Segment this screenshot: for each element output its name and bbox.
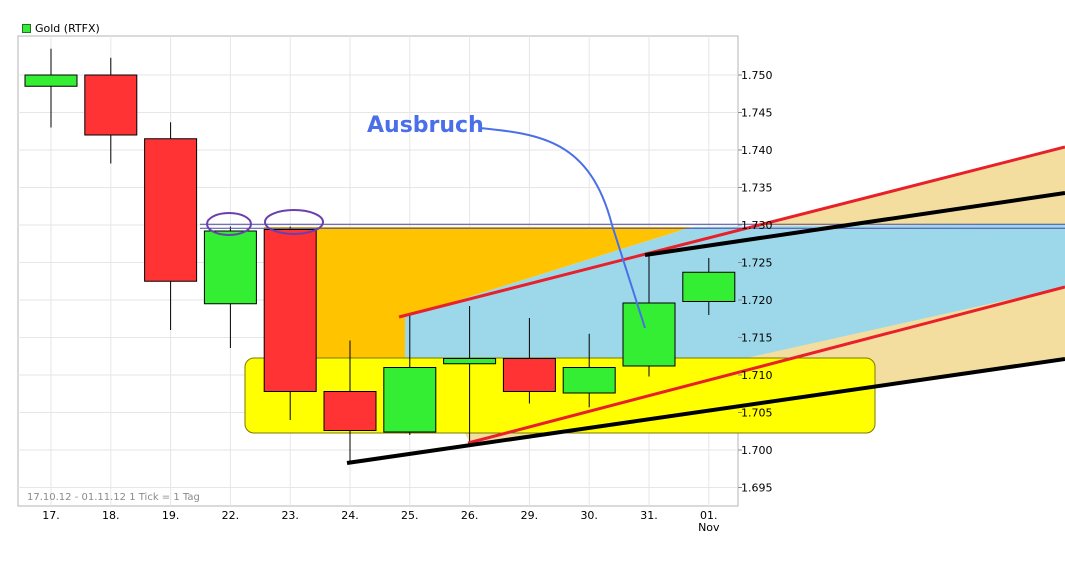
y-tick-label: 1.740 bbox=[741, 144, 773, 157]
x-tick-label: 17. bbox=[42, 509, 60, 522]
ellipse-marker-22 bbox=[206, 212, 252, 236]
candle-body bbox=[323, 391, 377, 431]
y-tick-label: 1.725 bbox=[741, 257, 773, 270]
y-tick-label: 1.700 bbox=[741, 444, 773, 457]
y-tick-label: 1.715 bbox=[741, 332, 773, 345]
candle-body bbox=[383, 367, 437, 433]
x-tick-label: 19. bbox=[162, 509, 180, 522]
candle-body bbox=[502, 358, 556, 392]
trend-line-black-lower bbox=[346, 357, 1065, 465]
orange-resistance-zone bbox=[264, 227, 692, 360]
legend-swatch bbox=[22, 24, 31, 33]
y-tick-label: 1.730 bbox=[741, 219, 773, 232]
y-tick-label: 1.750 bbox=[741, 69, 773, 82]
x-tick-label: 26. bbox=[461, 509, 479, 522]
candle-body bbox=[263, 229, 317, 392]
x-tick-label: 01. bbox=[700, 509, 718, 522]
candle-body bbox=[84, 74, 138, 136]
x-tick-label: 18. bbox=[102, 509, 120, 522]
trend-line-black-upper bbox=[644, 191, 1065, 257]
trend-line-red-lower bbox=[467, 285, 1065, 445]
y-tick-label: 1.735 bbox=[741, 182, 773, 195]
x-tick-label: 24. bbox=[341, 509, 359, 522]
x-tick-label: 31. bbox=[640, 509, 658, 522]
candle-body bbox=[24, 74, 78, 87]
x-tick-label: 25. bbox=[401, 509, 419, 522]
annotation-arrow bbox=[479, 127, 646, 329]
candle-body bbox=[682, 271, 736, 302]
x-tick-label: 30. bbox=[580, 509, 598, 522]
candle-body bbox=[622, 302, 676, 367]
y-tick-label: 1.705 bbox=[741, 407, 773, 420]
candles bbox=[24, 48, 736, 462]
y-tick-label: 1.745 bbox=[741, 107, 773, 120]
y-tick-label: 1.695 bbox=[741, 482, 773, 495]
legend: Gold (RTFX) bbox=[22, 22, 100, 35]
candle-body bbox=[443, 358, 497, 365]
overlays: Ausbruch bbox=[200, 113, 1065, 465]
y-tick-label: 1.720 bbox=[741, 294, 773, 307]
candle-body bbox=[144, 138, 198, 282]
x-tick-label: 22. bbox=[222, 509, 240, 522]
axes: 1.750 1.745 1.740 1.735 1.730 1.725 1.720 1.715… bbox=[42, 69, 772, 534]
legend-label: Gold (RTFX) bbox=[35, 22, 100, 35]
footer-range-text: 17.10.12 - 01.11.12 1 Tick = 1 Tag bbox=[27, 492, 200, 503]
y-tick-label: 1.710 bbox=[741, 369, 773, 382]
candle-body bbox=[562, 367, 616, 394]
trend-line-red-upper bbox=[398, 145, 1065, 319]
x-tick-label: 23. bbox=[281, 509, 299, 522]
annotation-text: Ausbruch bbox=[367, 113, 484, 138]
x-tick-label: 29. bbox=[521, 509, 539, 522]
candle-body bbox=[203, 230, 257, 305]
ellipse-marker-23 bbox=[264, 209, 324, 235]
x-month-label: Nov bbox=[698, 521, 720, 534]
